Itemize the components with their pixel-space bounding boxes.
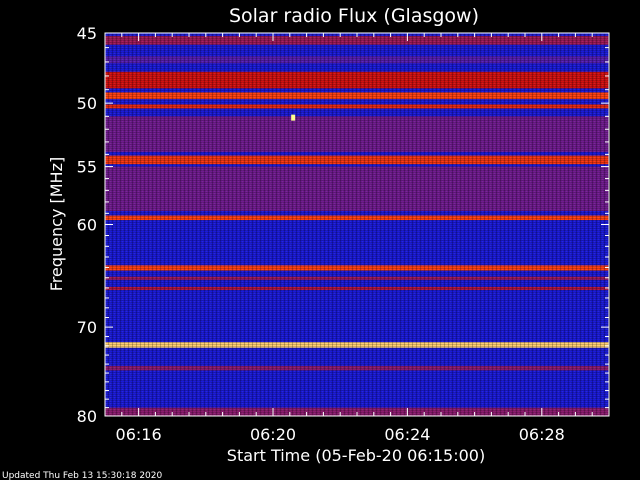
x-axis: 06:16 06:20 06:24 06:28 (116, 33, 593, 444)
x-tick-label-0: 06:16 (116, 425, 162, 444)
x-tick-label-2: 06:24 (384, 425, 430, 444)
chart-title: Solar radio Flux (Glasgow) (229, 5, 479, 27)
y-axis: 45 50 55 60 70 80 (77, 24, 609, 426)
y-tick-label-1: 50 (77, 94, 97, 113)
y-tick-label-5: 80 (77, 407, 97, 426)
row-texture (105, 33, 609, 416)
y-tick-label-3: 60 (77, 216, 97, 235)
updated-timestamp: Updated Thu Feb 13 15:30:18 2020 (2, 471, 163, 480)
y-tick-label-2: 55 (77, 158, 97, 177)
x-axis-title: Start Time (05-Feb-20 06:15:00) (227, 446, 485, 465)
y-tick-label-0: 45 (77, 24, 97, 43)
x-tick-label-1: 06:20 (250, 425, 296, 444)
y-axis-title: Frequency [MHz] (47, 157, 66, 291)
burst-point (291, 114, 296, 121)
y-tick-label-4: 70 (77, 318, 97, 337)
x-tick-label-3: 06:28 (519, 425, 565, 444)
burst-layer (291, 114, 296, 121)
